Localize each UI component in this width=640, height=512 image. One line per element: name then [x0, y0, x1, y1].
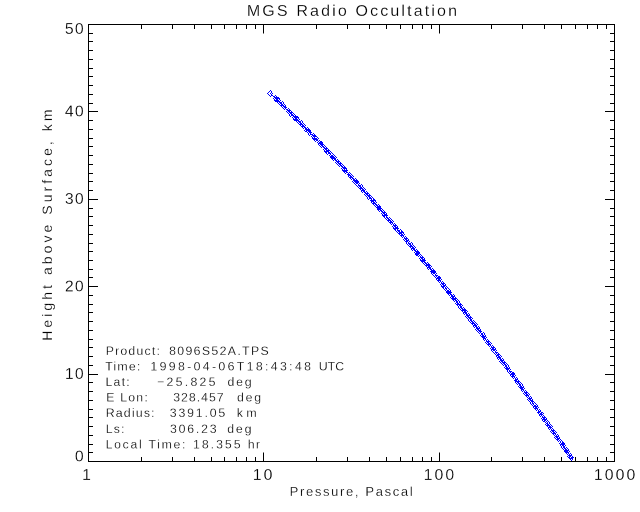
- svg-text:km: km: [237, 406, 260, 420]
- svg-text:−25.825: −25.825: [157, 375, 218, 389]
- svg-text:Radius:: Radius:: [106, 406, 156, 420]
- svg-text:E Lon:: E Lon:: [106, 391, 149, 405]
- svg-text:Pressure, Pascal: Pressure, Pascal: [290, 484, 415, 499]
- svg-text:Product:: Product:: [106, 344, 161, 358]
- svg-text:MGS Radio Occultation: MGS Radio Occultation: [247, 3, 459, 20]
- svg-text:hr: hr: [248, 437, 261, 451]
- svg-text:3391.05: 3391.05: [170, 406, 227, 420]
- svg-text:deg: deg: [228, 375, 254, 389]
- svg-text:Time:: Time:: [105, 359, 141, 373]
- svg-text:10: 10: [253, 467, 275, 484]
- svg-text:1: 1: [82, 467, 93, 484]
- svg-text:40: 40: [65, 104, 85, 121]
- svg-text:0: 0: [75, 449, 85, 466]
- svg-text:deg: deg: [237, 391, 263, 405]
- svg-text:306.23: 306.23: [170, 422, 218, 436]
- svg-text:8096S52A.TPS: 8096S52A.TPS: [169, 344, 270, 358]
- svg-text:Local Time:: Local Time:: [106, 437, 188, 451]
- svg-text:20: 20: [65, 279, 85, 296]
- svg-text:UTC: UTC: [319, 359, 344, 373]
- svg-text:deg: deg: [227, 422, 253, 436]
- svg-text:100: 100: [424, 467, 457, 484]
- svg-text:328.457: 328.457: [173, 391, 224, 405]
- svg-text:Lat:: Lat:: [106, 375, 131, 389]
- svg-text:50: 50: [65, 21, 85, 38]
- svg-text:10: 10: [65, 366, 85, 383]
- svg-text:30: 30: [65, 191, 85, 208]
- svg-text:18.355: 18.355: [193, 437, 243, 451]
- svg-text:1998-04-06T18:43:48: 1998-04-06T18:43:48: [150, 359, 313, 373]
- svg-text:Height above Surface, km: Height above Surface, km: [39, 106, 55, 340]
- svg-text:Ls:: Ls:: [106, 422, 126, 436]
- svg-text:1000: 1000: [594, 467, 638, 484]
